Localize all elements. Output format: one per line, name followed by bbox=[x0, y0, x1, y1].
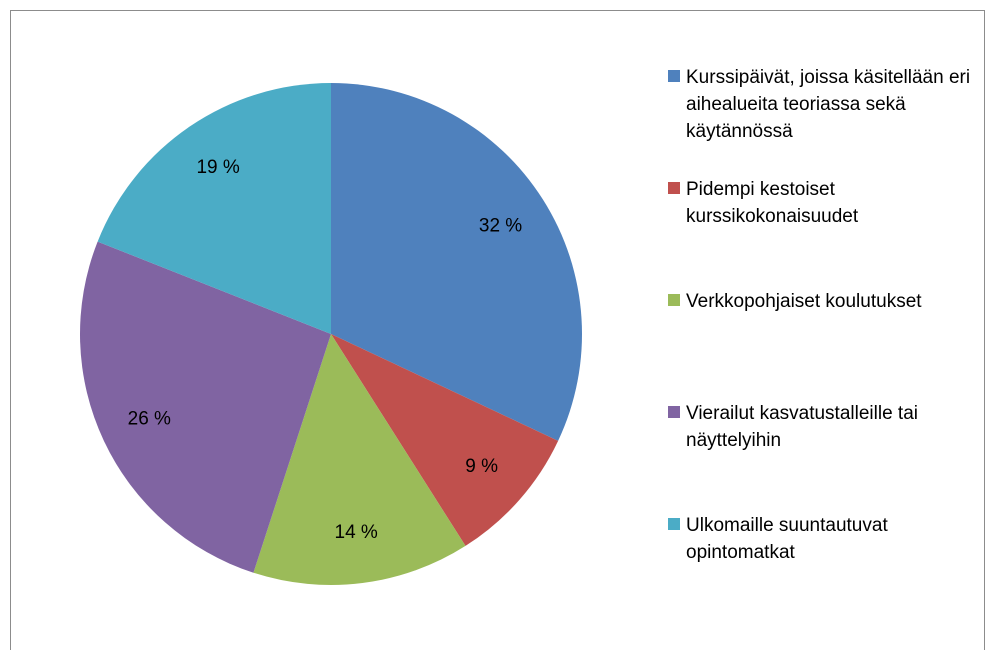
data-label: 9 % bbox=[465, 456, 498, 477]
legend-label: Pidempi kestoiset kurssikokonaisuudet bbox=[686, 179, 859, 227]
data-label: 26 % bbox=[128, 409, 171, 430]
data-label: 19 % bbox=[196, 157, 239, 178]
legend-swatch bbox=[668, 294, 680, 306]
legend-swatch bbox=[668, 70, 680, 82]
legend-swatch bbox=[668, 182, 680, 194]
pie-slice bbox=[97, 83, 331, 334]
legend-item: Ulkomaille suuntautuvat opintomatkat bbox=[668, 512, 978, 566]
chart-frame bbox=[10, 10, 985, 650]
legend-swatch bbox=[668, 518, 680, 530]
pie-slice bbox=[253, 334, 466, 586]
pie-slice bbox=[331, 83, 582, 441]
legend-label: Vierailut kasvatustalleille tai näyttely… bbox=[686, 403, 918, 451]
pie-slice bbox=[80, 241, 332, 573]
legend-label: Ulkomaille suuntautuvat opintomatkat bbox=[686, 515, 888, 563]
data-label: 14 % bbox=[335, 522, 378, 543]
legend-item: Kurssipäivät, joissa käsitellään eri aih… bbox=[668, 64, 978, 145]
data-label: 32 % bbox=[479, 215, 522, 236]
legend-swatch bbox=[668, 406, 680, 418]
pie-slice bbox=[331, 334, 559, 546]
legend-item: Verkkopohjaiset koulutukset bbox=[668, 288, 978, 315]
legend-item: Vierailut kasvatustalleille tai näyttely… bbox=[668, 400, 978, 454]
legend-label: Verkkopohjaiset koulutukset bbox=[686, 291, 922, 312]
legend-label: Kurssipäivät, joissa käsitellään eri aih… bbox=[686, 67, 971, 142]
legend-item: Pidempi kestoiset kurssikokonaisuudet bbox=[668, 176, 978, 230]
